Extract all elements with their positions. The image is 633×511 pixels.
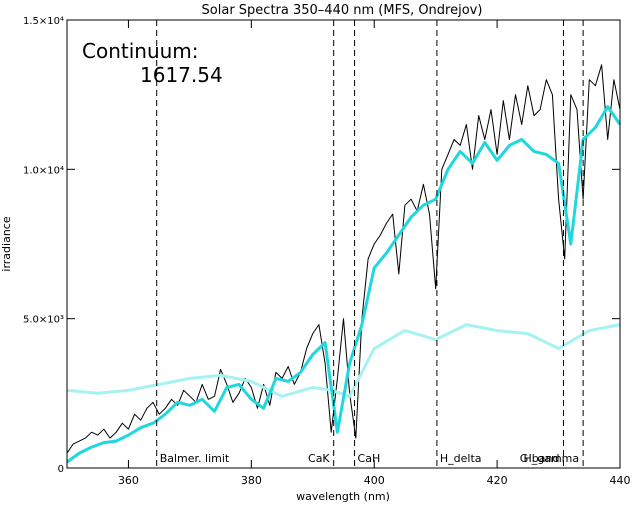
x-tick-label: 380	[241, 474, 262, 487]
reference-label: H_delta	[440, 452, 482, 465]
reference-label: G band	[520, 452, 560, 465]
y-axis-label: irradiance	[0, 216, 13, 271]
plot-frame	[66, 19, 621, 469]
reference-label: H_gamma	[523, 452, 579, 465]
chart-title: Solar Spectra 350–440 nm (MFS, Ondrejov)	[202, 3, 483, 18]
y-tick-label: 1.0×10⁴	[23, 165, 64, 176]
x-axis-label: wavelength (nm)	[296, 490, 390, 503]
series-line	[66, 105, 622, 464]
annotation: 1617.54	[140, 63, 223, 87]
series-line	[66, 323, 621, 398]
x-tick-label: 360	[118, 474, 139, 487]
reference-label: CaK	[308, 452, 330, 465]
x-tick-label: 400	[364, 474, 385, 487]
x-tick-label: 440	[610, 474, 631, 487]
series-line	[66, 64, 621, 454]
reference-label: Balmer. limit	[160, 452, 230, 465]
reference-label: CaH	[358, 452, 381, 465]
x-tick-label: 420	[487, 474, 508, 487]
annotation: Continuum:	[82, 39, 199, 63]
y-tick-label: 5.0×10³	[23, 315, 64, 326]
y-tick-label: 0	[58, 464, 64, 475]
y-tick-label: 1.5×10⁴	[23, 16, 64, 27]
